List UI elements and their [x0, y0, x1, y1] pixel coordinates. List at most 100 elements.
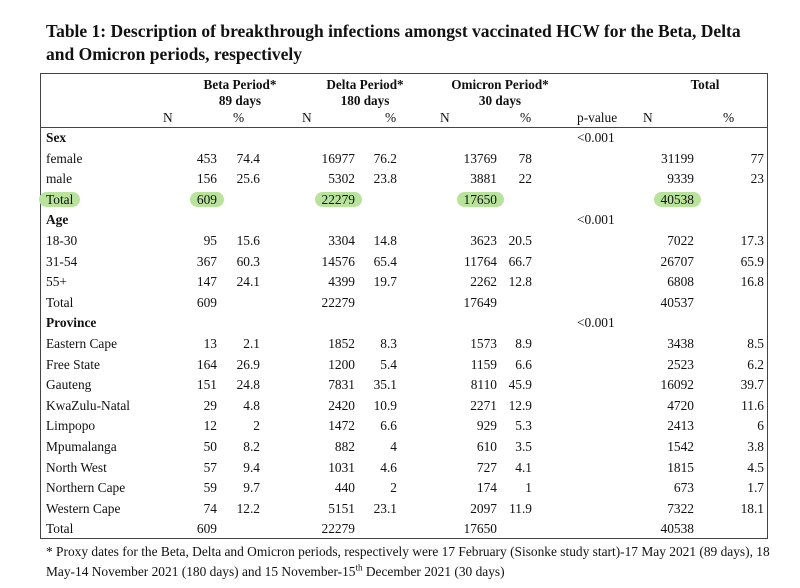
delta-n-cell: 440: [334, 480, 355, 496]
table-row: Total 609 22279 17650 40538: [0, 519, 800, 539]
delta-n-cell: 5151: [328, 500, 355, 516]
delta-pct-cell: 23.1: [373, 500, 397, 516]
table-row: female 453 74.4 16977 76.2 13769 78 31199 77: [0, 149, 800, 169]
delta-n-cell: 22279: [321, 294, 355, 310]
highlighted-total-value: 40538: [653, 191, 701, 207]
omicron-n-cell: 727: [476, 459, 497, 475]
beta-pct-cell: 9.4: [243, 459, 260, 475]
beta-pct-cell: 8.2: [243, 439, 260, 454]
beta-n-cell: 29: [203, 397, 217, 413]
delta-pct-cell: 5.4: [380, 356, 397, 372]
row-label: Eastern Cape: [46, 336, 118, 351]
total-n-cell: 1542: [667, 439, 694, 454]
delta-n-cell: 2420: [328, 397, 355, 413]
row-label: Mpumalanga: [46, 439, 117, 454]
total-pct-cell: 11.6: [741, 397, 764, 413]
delta-pct-cell: 23.8: [373, 171, 397, 187]
footnote-superscript: th: [355, 562, 363, 573]
total-header: Total: [665, 77, 745, 93]
row-label: female: [46, 150, 83, 166]
delta-pct-cell: 10.9: [373, 397, 397, 413]
row-label: Free State: [46, 356, 100, 372]
total-n-cell: 40538: [653, 190, 701, 210]
beta-n-cell: 164: [196, 356, 217, 372]
omicron-pct-cell: 5.3: [515, 418, 532, 434]
beta-pct-cell: 26.9: [236, 356, 260, 372]
delta-n-cell: 3304: [328, 233, 355, 248]
section-label: Sex: [46, 130, 67, 145]
row-label: Gauteng: [46, 377, 92, 393]
footnote-text-end: December 2021 (30 days): [362, 564, 505, 579]
table-row: Northern Cape 59 9.7 440 2 174 1 673 1.7: [0, 478, 800, 498]
row-label: 31-54: [46, 253, 78, 269]
beta-n-cell: 453: [196, 150, 217, 166]
beta-pct-cell: 15.6: [236, 233, 260, 248]
table-row: 18-30 95 15.6 3304 14.8 3623 20.5 7022 17.3: [0, 231, 800, 251]
omicron-pct-cell: 3.5: [515, 439, 532, 454]
omicron-pct-cell: 1: [525, 480, 532, 496]
omicron-n-cell: 3881: [470, 171, 497, 187]
beta-n-cell: 74: [203, 500, 217, 516]
beta-pct-cell: 60.3: [236, 253, 260, 269]
omicron-n-cell: 17650: [463, 521, 497, 537]
delta-n-cell: 22279: [314, 190, 362, 210]
table-row: 55+ 147 24.1 4399 19.7 2262 12.8 6808 16.8: [0, 272, 800, 292]
row-label: Total: [39, 190, 81, 210]
omicron-n-cell: 3623: [470, 233, 497, 248]
total-n-cell: 7322: [667, 500, 694, 516]
omicron-pct-cell: 22: [518, 171, 532, 187]
total-pct-cell: 3.8: [747, 439, 764, 454]
delta-n-cell: 1472: [328, 418, 355, 434]
omicron-n-cell: 8110: [470, 377, 497, 393]
beta-n-cell: 147: [196, 274, 217, 290]
total-pct-cell: 1.7: [747, 480, 764, 496]
delta-n-cell: 16977: [321, 150, 355, 166]
total-n-cell: 16092: [660, 377, 694, 393]
total-n-cell: 2413: [667, 418, 694, 434]
beta-pct-cell: 9.7: [243, 480, 260, 496]
row-label: male: [46, 171, 73, 187]
total-pct-cell: 65.9: [740, 253, 764, 269]
total-pct-cell: 17.3: [740, 233, 764, 248]
omicron-n-cell: 17650: [456, 190, 504, 210]
beta-pct-cell: 4.8: [243, 397, 260, 413]
delta-pct-header: %: [385, 110, 397, 125]
table-row: Total 609 22279 17650 40538: [0, 190, 800, 210]
delta-pct-cell: 6.6: [380, 418, 397, 434]
delta-n-header: N: [302, 110, 312, 125]
pvalue-header: p-value: [577, 110, 618, 125]
beta-header-label: Beta Period*: [203, 77, 277, 92]
total-pct-header: %: [723, 110, 735, 125]
row-label: Total: [46, 521, 74, 537]
omicron-pct-header: %: [520, 110, 532, 125]
omicron-pct-cell: 66.7: [508, 253, 532, 269]
omicron-n-cell: 2271: [470, 397, 497, 413]
total-pct-cell: 23: [750, 171, 764, 187]
beta-n-cell: 609: [196, 294, 217, 310]
omicron-n-cell: 13769: [463, 150, 497, 166]
delta-header-label: Delta Period*: [326, 77, 404, 92]
highlighted-total-value: 609: [189, 191, 224, 207]
section-label: Age: [46, 212, 69, 228]
total-n-cell: 3438: [667, 336, 694, 351]
total-n-cell: 673: [673, 480, 694, 496]
beta-pct-cell: 24.8: [236, 377, 260, 393]
delta-n-cell: 14576: [321, 253, 355, 269]
table-row: Mpumalanga 50 8.2 882 4 610 3.5 1542 3.8: [0, 437, 800, 457]
omicron-n-header: N: [440, 110, 450, 125]
total-n-cell: 7022: [667, 233, 694, 248]
highlighted-total-value: 22279: [314, 191, 362, 207]
total-n-cell: 40538: [660, 521, 694, 537]
omicron-pct-cell: 6.6: [515, 356, 532, 372]
section-row: Province <0.001: [0, 313, 800, 333]
row-label: North West: [46, 459, 107, 475]
total-pct-cell: 18.1: [740, 500, 764, 516]
total-header-label: Total: [690, 77, 720, 92]
beta-n-cell: 156: [196, 171, 217, 187]
p-value: <0.001: [577, 315, 615, 331]
highlighted-total-value: 17650: [456, 191, 504, 207]
omicron-n-cell: 2097: [470, 500, 497, 516]
total-n-cell: 1815: [667, 459, 694, 475]
total-n-cell: 4720: [667, 397, 694, 413]
delta-n-cell: 5302: [328, 171, 355, 187]
